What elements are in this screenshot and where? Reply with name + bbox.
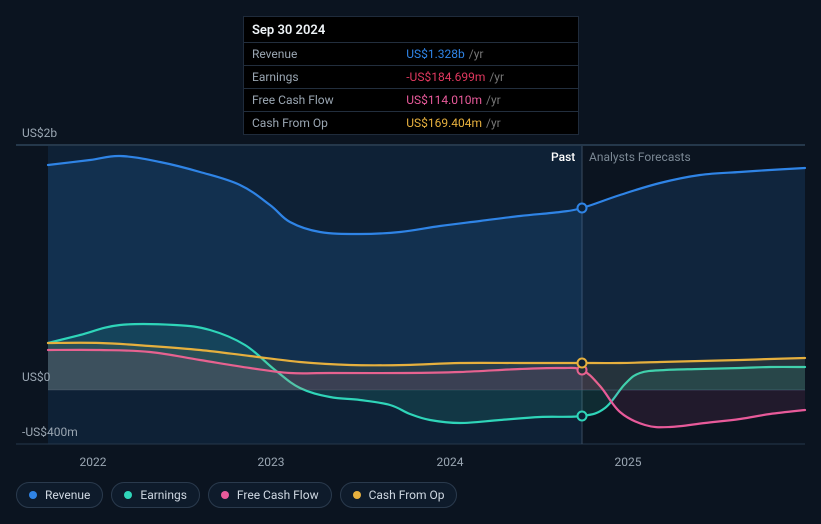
legend-label: Cash From Op bbox=[369, 488, 445, 502]
legend-item-cfo[interactable]: Cash From Op bbox=[340, 482, 458, 508]
zone-label-past: Past bbox=[551, 150, 575, 164]
tooltip-label: Revenue bbox=[244, 43, 398, 66]
legend-item-earnings[interactable]: Earnings bbox=[111, 482, 200, 508]
tooltip-row-cfo: Cash From Op US$169.404m/yr bbox=[244, 112, 578, 135]
tooltip-value: US$1.328b bbox=[406, 47, 465, 61]
y-axis-label: US$2b bbox=[22, 126, 57, 140]
tooltip-label: Free Cash Flow bbox=[244, 89, 398, 112]
tooltip-unit: /yr bbox=[469, 47, 484, 61]
tooltip-row-revenue: Revenue US$1.328b/yr bbox=[244, 43, 578, 66]
legend: Revenue Earnings Free Cash Flow Cash Fro… bbox=[16, 482, 457, 508]
legend-dot bbox=[353, 491, 361, 499]
tooltip-unit: /yr bbox=[486, 116, 501, 130]
legend-dot bbox=[124, 491, 132, 499]
legend-label: Earnings bbox=[140, 488, 187, 502]
tooltip-row-fcf: Free Cash Flow US$114.010m/yr bbox=[244, 89, 578, 112]
zone-label-forecasts: Analysts Forecasts bbox=[589, 150, 691, 164]
tooltip-label: Cash From Op bbox=[244, 112, 398, 135]
tooltip-row-earnings: Earnings -US$184.699m/yr bbox=[244, 66, 578, 89]
x-axis-label: 2022 bbox=[73, 455, 113, 469]
legend-label: Free Cash Flow bbox=[237, 488, 319, 502]
legend-dot bbox=[29, 491, 37, 499]
legend-label: Revenue bbox=[45, 488, 90, 502]
tooltip-unit: /yr bbox=[486, 93, 501, 107]
legend-item-revenue[interactable]: Revenue bbox=[16, 482, 103, 508]
tooltip-value: US$169.404m bbox=[406, 116, 482, 130]
x-axis-label: 2025 bbox=[608, 455, 648, 469]
tooltip-value: -US$184.699m bbox=[406, 70, 485, 84]
tooltip: Sep 30 2024 Revenue US$1.328b/yr Earning… bbox=[243, 16, 579, 135]
tooltip-date: Sep 30 2024 bbox=[244, 17, 578, 42]
tooltip-label: Earnings bbox=[244, 66, 398, 89]
x-axis-label: 2024 bbox=[430, 455, 470, 469]
tooltip-unit: /yr bbox=[489, 70, 504, 84]
legend-item-fcf[interactable]: Free Cash Flow bbox=[208, 482, 332, 508]
y-axis-label: US$0 bbox=[22, 370, 50, 384]
legend-dot bbox=[221, 491, 229, 499]
x-axis-label: 2023 bbox=[251, 455, 291, 469]
tooltip-value: US$114.010m bbox=[406, 93, 482, 107]
y-axis-label: -US$400m bbox=[22, 425, 78, 439]
